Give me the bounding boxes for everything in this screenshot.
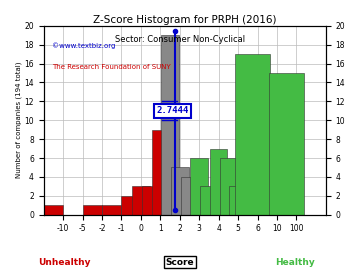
Bar (269, 73, 304, 215)
Bar (132, 186, 150, 215)
Bar (200, 186, 218, 215)
Bar (235, 54, 270, 215)
Bar (161, 35, 179, 215)
Bar (220, 158, 237, 215)
Bar (142, 186, 159, 215)
Text: 2.7444: 2.7444 (156, 106, 189, 115)
Bar (102, 205, 121, 215)
Text: Unhealthy: Unhealthy (39, 258, 91, 266)
Bar (44, 205, 63, 215)
Bar (210, 148, 228, 215)
Bar (121, 196, 141, 215)
Text: ©www.textbiz.org: ©www.textbiz.org (52, 43, 116, 49)
Text: Score: Score (166, 258, 194, 266)
Bar (229, 186, 247, 215)
Title: Z-Score Histogram for PRPH (2016): Z-Score Histogram for PRPH (2016) (93, 15, 276, 25)
Bar (152, 130, 169, 215)
Text: The Research Foundation of SUNY: The Research Foundation of SUNY (52, 63, 171, 70)
Bar (190, 158, 208, 215)
Text: Healthy: Healthy (275, 258, 315, 266)
Bar (181, 177, 198, 215)
Text: Sector: Consumer Non-Cyclical: Sector: Consumer Non-Cyclical (115, 35, 245, 44)
Y-axis label: Number of companies (194 total): Number of companies (194 total) (15, 62, 22, 178)
Bar (171, 167, 189, 215)
Bar (82, 205, 102, 215)
